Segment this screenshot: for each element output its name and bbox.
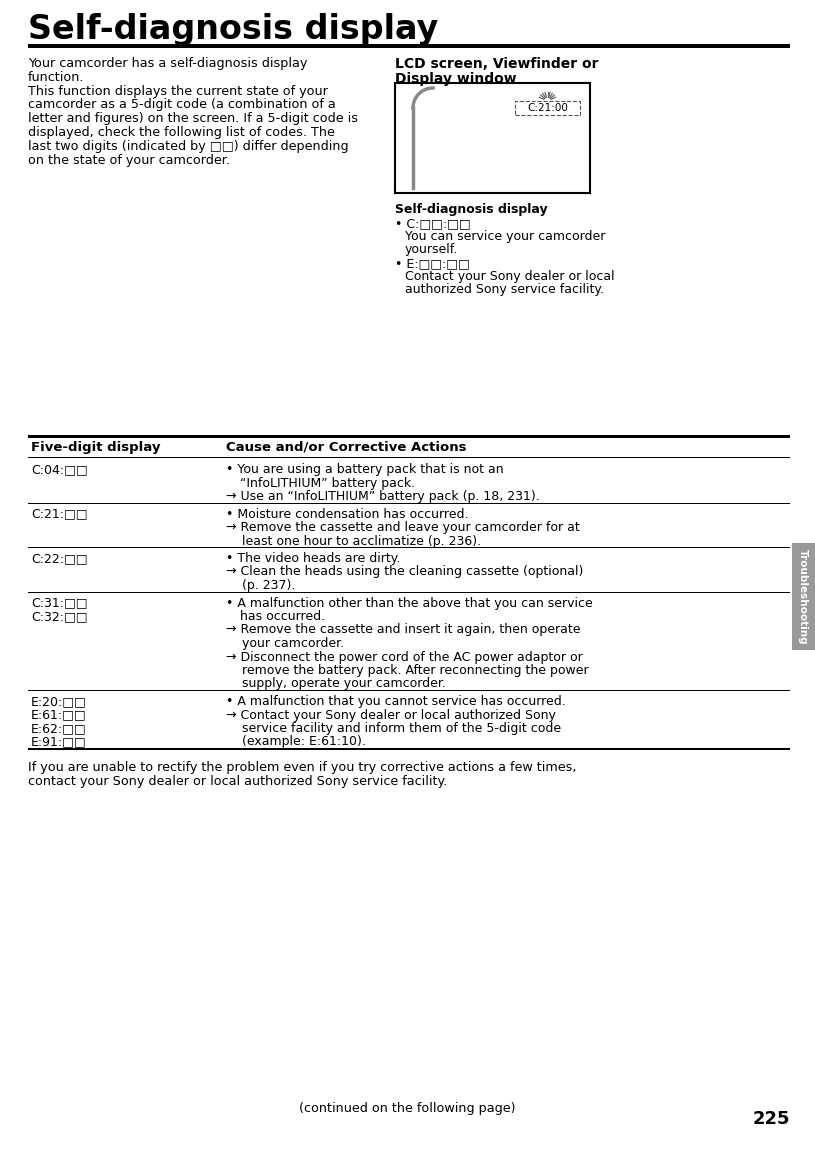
Text: Contact your Sony dealer or local: Contact your Sony dealer or local — [405, 270, 615, 282]
Text: → Disconnect the power cord of the AC power adaptor or: → Disconnect the power cord of the AC po… — [226, 650, 583, 663]
Text: Self-diagnosis display: Self-diagnosis display — [395, 203, 548, 216]
Text: yourself.: yourself. — [405, 243, 458, 256]
Text: C:04:□□: C:04:□□ — [31, 464, 88, 476]
Text: • You are using a battery pack that is not an: • You are using a battery pack that is n… — [226, 464, 504, 476]
Bar — [515, 101, 580, 115]
Text: C:32:□□: C:32:□□ — [31, 610, 87, 623]
Text: Five-digit display: Five-digit display — [31, 440, 161, 454]
Text: Cause and/or Corrective Actions: Cause and/or Corrective Actions — [226, 440, 466, 454]
Text: camcorder as a 5-digit code (a combination of a: camcorder as a 5-digit code (a combinati… — [28, 98, 336, 112]
Text: C:21:□□: C:21:□□ — [31, 507, 87, 520]
Text: • A malfunction that you cannot service has occurred.: • A malfunction that you cannot service … — [226, 695, 566, 708]
Text: displayed, check the following list of codes. The: displayed, check the following list of c… — [28, 126, 335, 140]
Text: E:62:□□: E:62:□□ — [31, 722, 86, 734]
Text: C:22:□□: C:22:□□ — [31, 552, 87, 565]
Text: C:21:00: C:21:00 — [527, 103, 568, 113]
Text: • Moisture condensation has occurred.: • Moisture condensation has occurred. — [226, 507, 469, 520]
Text: → Clean the heads using the cleaning cassette (optional): → Clean the heads using the cleaning cas… — [226, 565, 584, 579]
Text: least one hour to acclimatize (p. 236).: least one hour to acclimatize (p. 236). — [242, 535, 481, 548]
Text: If you are unable to rectify the problem even if you try corrective actions a fe: If you are unable to rectify the problem… — [28, 761, 576, 774]
Text: last two digits (indicated by □□) differ depending: last two digits (indicated by □□) differ… — [28, 140, 349, 153]
Text: → Remove the cassette and insert it again, then operate: → Remove the cassette and insert it agai… — [226, 624, 580, 636]
Text: function.: function. — [28, 70, 85, 84]
Text: authorized Sony service facility.: authorized Sony service facility. — [405, 282, 604, 296]
Text: remove the battery pack. After reconnecting the power: remove the battery pack. After reconnect… — [242, 664, 588, 677]
Text: Troubleshooting: Troubleshooting — [798, 549, 808, 645]
Text: → Use an “InfoLITHIUM” battery pack (p. 18, 231).: → Use an “InfoLITHIUM” battery pack (p. … — [226, 490, 540, 503]
Text: • E:□□:□□: • E:□□:□□ — [395, 257, 469, 270]
Text: Your camcorder has a self-diagnosis display: Your camcorder has a self-diagnosis disp… — [28, 56, 307, 70]
Text: (p. 237).: (p. 237). — [242, 579, 295, 591]
Text: 225: 225 — [752, 1110, 790, 1128]
Text: contact your Sony dealer or local authorized Sony service facility.: contact your Sony dealer or local author… — [28, 775, 447, 787]
Text: • A malfunction other than the above that you can service: • A malfunction other than the above tha… — [226, 596, 593, 610]
Text: → Remove the cassette and leave your camcorder for at: → Remove the cassette and leave your cam… — [226, 521, 579, 534]
Text: E:20:□□: E:20:□□ — [31, 695, 86, 708]
Text: → Contact your Sony dealer or local authorized Sony: → Contact your Sony dealer or local auth… — [226, 708, 556, 722]
Text: • C:□□:□□: • C:□□:□□ — [395, 217, 470, 229]
Bar — [28, 748, 790, 749]
Text: service facility and inform them of the 5-digit code: service facility and inform them of the … — [242, 722, 561, 734]
Bar — [792, 543, 815, 650]
Text: E:61:□□: E:61:□□ — [31, 708, 86, 722]
Text: “InfoLITHIUM” battery pack.: “InfoLITHIUM” battery pack. — [240, 476, 415, 490]
Text: C:31:□□: C:31:□□ — [31, 596, 87, 610]
Text: letter and figures) on the screen. If a 5-digit code is: letter and figures) on the screen. If a … — [28, 112, 358, 126]
Text: • The video heads are dirty.: • The video heads are dirty. — [226, 552, 400, 565]
Text: has occurred.: has occurred. — [240, 610, 325, 623]
Text: (continued on the following page): (continued on the following page) — [299, 1102, 516, 1115]
Text: on the state of your camcorder.: on the state of your camcorder. — [28, 153, 230, 166]
Bar — [395, 83, 590, 193]
Bar — [28, 457, 790, 458]
Text: Display window: Display window — [395, 71, 517, 86]
Text: E:91:□□: E:91:□□ — [31, 736, 86, 748]
Text: Self-diagnosis display: Self-diagnosis display — [28, 13, 438, 46]
Bar — [28, 44, 790, 48]
Text: You can service your camcorder: You can service your camcorder — [405, 229, 606, 243]
Text: supply, operate your camcorder.: supply, operate your camcorder. — [242, 678, 446, 691]
Text: your camcorder.: your camcorder. — [242, 636, 344, 650]
Text: (example: E:61:10).: (example: E:61:10). — [242, 736, 366, 748]
Text: This function displays the current state of your: This function displays the current state… — [28, 84, 328, 98]
Bar — [28, 435, 790, 438]
Text: LCD screen, Viewfinder or: LCD screen, Viewfinder or — [395, 56, 598, 71]
